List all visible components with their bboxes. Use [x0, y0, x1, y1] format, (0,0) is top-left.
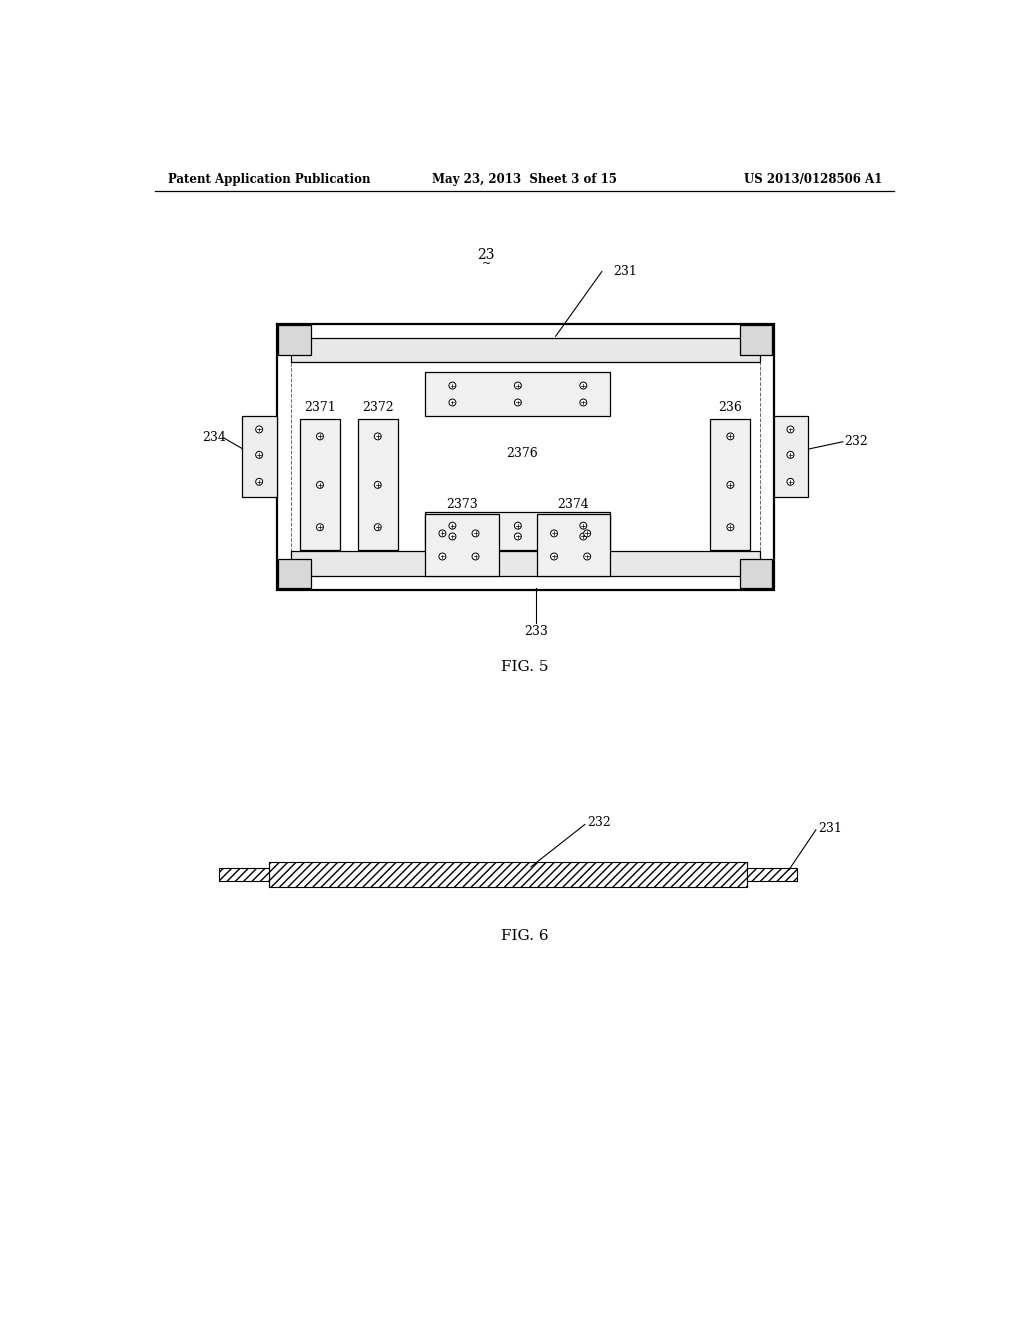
Text: 232: 232: [845, 436, 868, 449]
Circle shape: [727, 433, 734, 440]
Circle shape: [551, 529, 557, 537]
Bar: [300, 420, 340, 550]
Text: 2373: 2373: [445, 499, 477, 511]
Circle shape: [256, 426, 262, 433]
Bar: [279, 326, 310, 355]
Bar: [269, 862, 746, 887]
Circle shape: [580, 533, 587, 540]
Circle shape: [374, 433, 381, 440]
Circle shape: [787, 426, 794, 433]
Circle shape: [514, 523, 521, 529]
Circle shape: [727, 524, 734, 531]
Text: 231: 231: [613, 265, 637, 279]
Text: US 2013/0128506 A1: US 2013/0128506 A1: [743, 173, 882, 186]
Bar: [276, 323, 773, 590]
Text: 232: 232: [587, 816, 611, 829]
Circle shape: [787, 478, 794, 486]
Circle shape: [374, 524, 381, 531]
Text: 236: 236: [719, 401, 742, 414]
Bar: [425, 512, 610, 550]
Circle shape: [727, 482, 734, 488]
Circle shape: [584, 529, 591, 537]
Bar: [773, 416, 808, 498]
Text: FIG. 6: FIG. 6: [501, 929, 549, 942]
Circle shape: [256, 451, 262, 458]
Circle shape: [256, 478, 262, 486]
Circle shape: [316, 433, 324, 440]
Circle shape: [514, 533, 521, 540]
Bar: [425, 513, 499, 576]
Circle shape: [449, 533, 456, 540]
Circle shape: [316, 524, 324, 531]
Text: 2376: 2376: [506, 446, 538, 459]
Circle shape: [514, 381, 521, 389]
Circle shape: [580, 399, 587, 407]
Bar: [711, 420, 751, 550]
Text: FIG. 5: FIG. 5: [501, 660, 549, 673]
Circle shape: [580, 523, 587, 529]
Text: 23: 23: [477, 248, 495, 261]
Circle shape: [316, 482, 324, 488]
Text: 233: 233: [524, 626, 548, 639]
Circle shape: [374, 482, 381, 488]
Text: 2371: 2371: [304, 401, 336, 414]
Bar: [739, 326, 772, 355]
Text: May 23, 2013  Sheet 3 of 15: May 23, 2013 Sheet 3 of 15: [432, 173, 617, 186]
Text: 231: 231: [818, 822, 842, 834]
Text: 2375: 2375: [715, 490, 746, 503]
Circle shape: [439, 553, 445, 560]
Circle shape: [449, 399, 456, 407]
Bar: [538, 513, 610, 576]
Bar: [219, 869, 269, 880]
Bar: [291, 338, 760, 576]
Text: 2374: 2374: [557, 499, 589, 511]
Text: ~: ~: [481, 259, 490, 269]
Text: 2377: 2377: [525, 346, 557, 359]
Circle shape: [472, 553, 479, 560]
Text: 234: 234: [202, 432, 226, 445]
Circle shape: [472, 529, 479, 537]
Bar: [739, 558, 772, 589]
Bar: [357, 420, 397, 550]
Circle shape: [580, 381, 587, 389]
Circle shape: [439, 529, 445, 537]
Circle shape: [787, 451, 794, 458]
Circle shape: [551, 553, 557, 560]
Circle shape: [449, 381, 456, 389]
Circle shape: [449, 523, 456, 529]
Circle shape: [514, 399, 521, 407]
Text: 2372: 2372: [361, 401, 393, 414]
Bar: [746, 869, 797, 880]
Text: Patent Application Publication: Patent Application Publication: [168, 173, 370, 186]
Bar: [243, 416, 276, 498]
Bar: [291, 338, 760, 363]
Bar: [425, 372, 610, 416]
Bar: [291, 552, 760, 576]
Circle shape: [584, 553, 591, 560]
Bar: [279, 558, 310, 589]
Text: 235: 235: [379, 346, 402, 359]
